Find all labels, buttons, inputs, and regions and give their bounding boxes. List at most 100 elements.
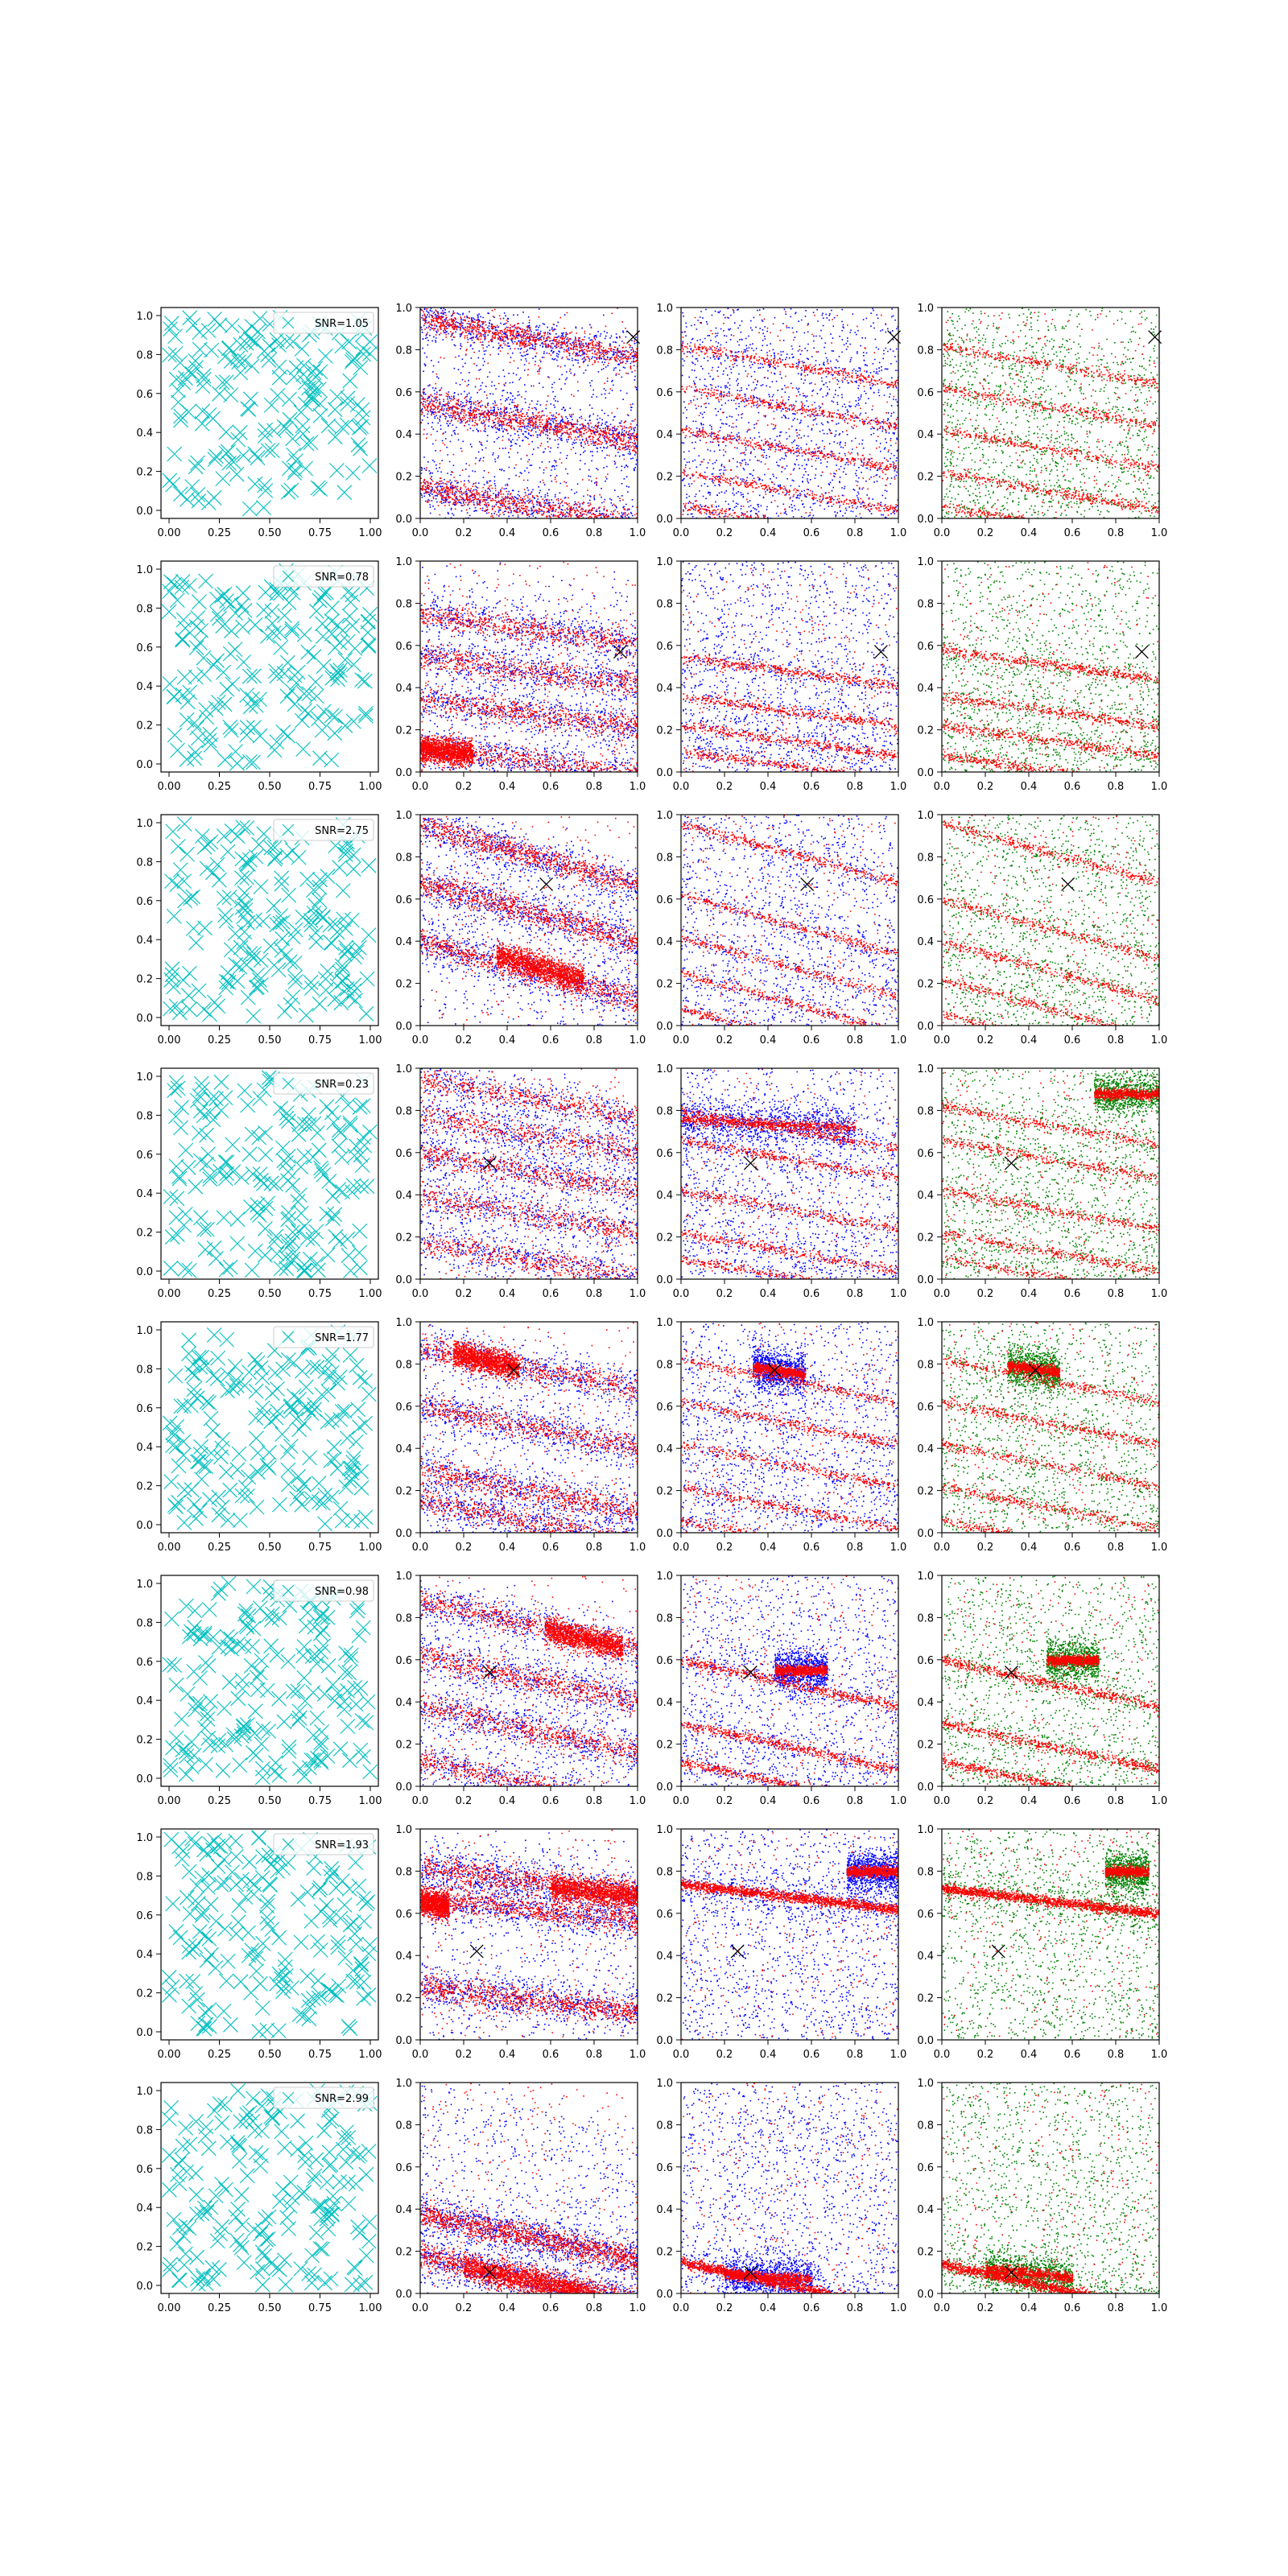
axes-frame — [681, 815, 898, 1026]
x-tick-label: 0.2 — [716, 2302, 733, 2314]
panel-row4-col2: 0.0 0.2 0.4 0.6 0.8 1.00.00.20.40.60.81.0 — [395, 1063, 646, 1300]
x-tick-label: 0.4 — [1021, 2302, 1038, 2314]
y-tick-label: 0.4 — [395, 1697, 412, 1709]
x-tick-label: 0.4 — [499, 1034, 516, 1046]
y-tick-label: 0.4 — [656, 683, 673, 695]
x-tick-label: 0.00 — [158, 2049, 181, 2061]
y-tick-label: 0.6 — [395, 1148, 412, 1160]
x-tick-label: 0.2 — [977, 1034, 994, 1046]
x-tick-label: 0.2 — [977, 2302, 994, 2314]
y-tick-label: 0.4 — [136, 1442, 153, 1454]
y-tick-label: 0.6 — [917, 1909, 934, 1921]
y-tick-label: 0.2 — [917, 1740, 934, 1752]
x-tick-label: 0.2 — [977, 1288, 994, 1300]
scatter-points — [942, 815, 1161, 1026]
x-tick-label: 1.00 — [359, 1034, 382, 1046]
x-tick-label: 0.6 — [543, 527, 559, 539]
x-tick-label: 0.0 — [412, 1288, 429, 1300]
y-tick-label: 0.0 — [136, 506, 153, 518]
y-tick-label: 0.4 — [656, 1951, 673, 1963]
y-tick-label: 1.0 — [917, 1063, 934, 1075]
x-tick-label: 0.8 — [1108, 2049, 1125, 2061]
y-tick-label: 0.6 — [656, 1909, 673, 1921]
x-tick-label: 1.0 — [890, 2302, 907, 2314]
x-tick-label: 0.4 — [1021, 1034, 1038, 1046]
y-tick-label: 0.2 — [136, 1228, 153, 1240]
x-tick-label: 0.25 — [208, 1795, 231, 1807]
reference-x-marker — [483, 1157, 496, 1170]
y-tick-label: 0.6 — [917, 1402, 934, 1414]
x-tick-label: 0.6 — [803, 1795, 820, 1807]
y-tick-label: 1.0 — [395, 556, 412, 568]
x-tick-label: 0.8 — [847, 2302, 864, 2314]
scatter-points — [942, 561, 1160, 774]
y-tick-label: 0.0 — [656, 2035, 673, 2047]
x-tick-label: 0.6 — [803, 1542, 820, 1554]
y-tick-label: 0.2 — [395, 1740, 412, 1752]
legend: SNR=0.78 — [274, 566, 374, 587]
axes-frame — [161, 1322, 378, 1533]
x-tick-label: 0.50 — [258, 1034, 282, 1046]
y-tick-label: 1.0 — [917, 1571, 934, 1583]
y-tick-label: 0.4 — [917, 2204, 934, 2216]
panel-row4-col4: 0.0 0.2 0.4 0.6 0.8 1.00.00.20.40.60.81.0 — [917, 1063, 1167, 1300]
x-tick-label: 0.8 — [586, 1034, 603, 1046]
x-tick-label: 0.4 — [499, 527, 516, 539]
y-tick-label: 0.6 — [917, 1655, 934, 1667]
x-tick-label: 0.2 — [716, 527, 733, 539]
y-tick-label: 0.2 — [136, 1988, 153, 2000]
y-tick-label: 0.2 — [656, 725, 673, 737]
x-tick-label: 0.6 — [1064, 527, 1081, 539]
x-tick-label: 0.25 — [208, 527, 231, 539]
x-tick-label: 0.2 — [716, 1795, 733, 1807]
y-tick-label: 0.0 — [656, 2289, 673, 2301]
x-tick-label: 0.0 — [673, 781, 690, 793]
y-tick-label: 0.8 — [656, 2120, 673, 2132]
y-tick-label: 0.8 — [917, 1866, 934, 1878]
x-tick-label: 0.6 — [1064, 1795, 1081, 1807]
x-tick-label: 0.8 — [1108, 781, 1125, 793]
y-tick-label: 0.8 — [136, 349, 153, 361]
y-tick-label: 0.4 — [395, 1443, 412, 1455]
panel-row3-col1: SNR=2.750.00 0.25 0.50 0.75 1.000.00.20.40.6… — [136, 815, 382, 1046]
y-tick-label: 0.2 — [395, 1993, 412, 2005]
y-tick-label: 0.8 — [136, 1110, 153, 1122]
x-tick-label: 1.00 — [359, 781, 382, 793]
y-tick-label: 0.8 — [136, 1364, 153, 1376]
y-tick-label: 0.8 — [395, 1359, 412, 1371]
y-tick-label: 1.0 — [917, 303, 934, 315]
axes-frame — [681, 1322, 898, 1533]
y-tick-label: 0.8 — [917, 1359, 934, 1371]
x-tick-label: 0.0 — [412, 1795, 429, 1807]
y-tick-label: 0.6 — [656, 2162, 673, 2174]
y-tick-label: 0.0 — [917, 2289, 934, 2301]
y-tick-label: 0.2 — [917, 1993, 934, 2005]
axes-frame — [942, 2083, 1159, 2293]
y-tick-label: 0.0 — [917, 1528, 934, 1540]
x-tick-label: 1.0 — [890, 1288, 907, 1300]
x-tick-label: 0.00 — [158, 1795, 181, 1807]
x-tick-label: 0.2 — [977, 2049, 994, 2061]
legend-label: SNR=1.77 — [315, 1332, 369, 1344]
x-tick-label: 1.0 — [890, 527, 907, 539]
x-tick-label: 0.25 — [208, 2302, 231, 2314]
panel-row1-col1: SNR=1.050.00 0.25 0.50 0.75 1.000.00.20.40.6… — [136, 308, 382, 539]
y-tick-label: 0.4 — [656, 2204, 673, 2216]
x-tick-label: 0.0 — [412, 2049, 429, 2061]
y-tick-label: 0.6 — [395, 641, 412, 653]
x-tick-label: 0.2 — [456, 2302, 473, 2314]
scatter-points — [464, 2252, 596, 2295]
x-tick-label: 0.50 — [258, 1288, 282, 1300]
y-tick-label: 1.0 — [917, 1317, 934, 1329]
x-tick-label: 0.0 — [673, 527, 690, 539]
y-tick-label: 0.0 — [917, 1781, 934, 1794]
reference-x-marker — [874, 646, 887, 658]
y-tick-label: 0.6 — [136, 896, 153, 908]
x-tick-label: 1.0 — [630, 1542, 646, 1554]
x-tick-label: 1.0 — [890, 781, 907, 793]
legend: SNR=0.23 — [274, 1073, 374, 1094]
y-tick-label: 0.6 — [136, 389, 153, 401]
y-tick-label: 0.0 — [395, 514, 412, 526]
y-tick-label: 0.2 — [917, 472, 934, 484]
y-tick-label: 0.8 — [917, 598, 934, 610]
